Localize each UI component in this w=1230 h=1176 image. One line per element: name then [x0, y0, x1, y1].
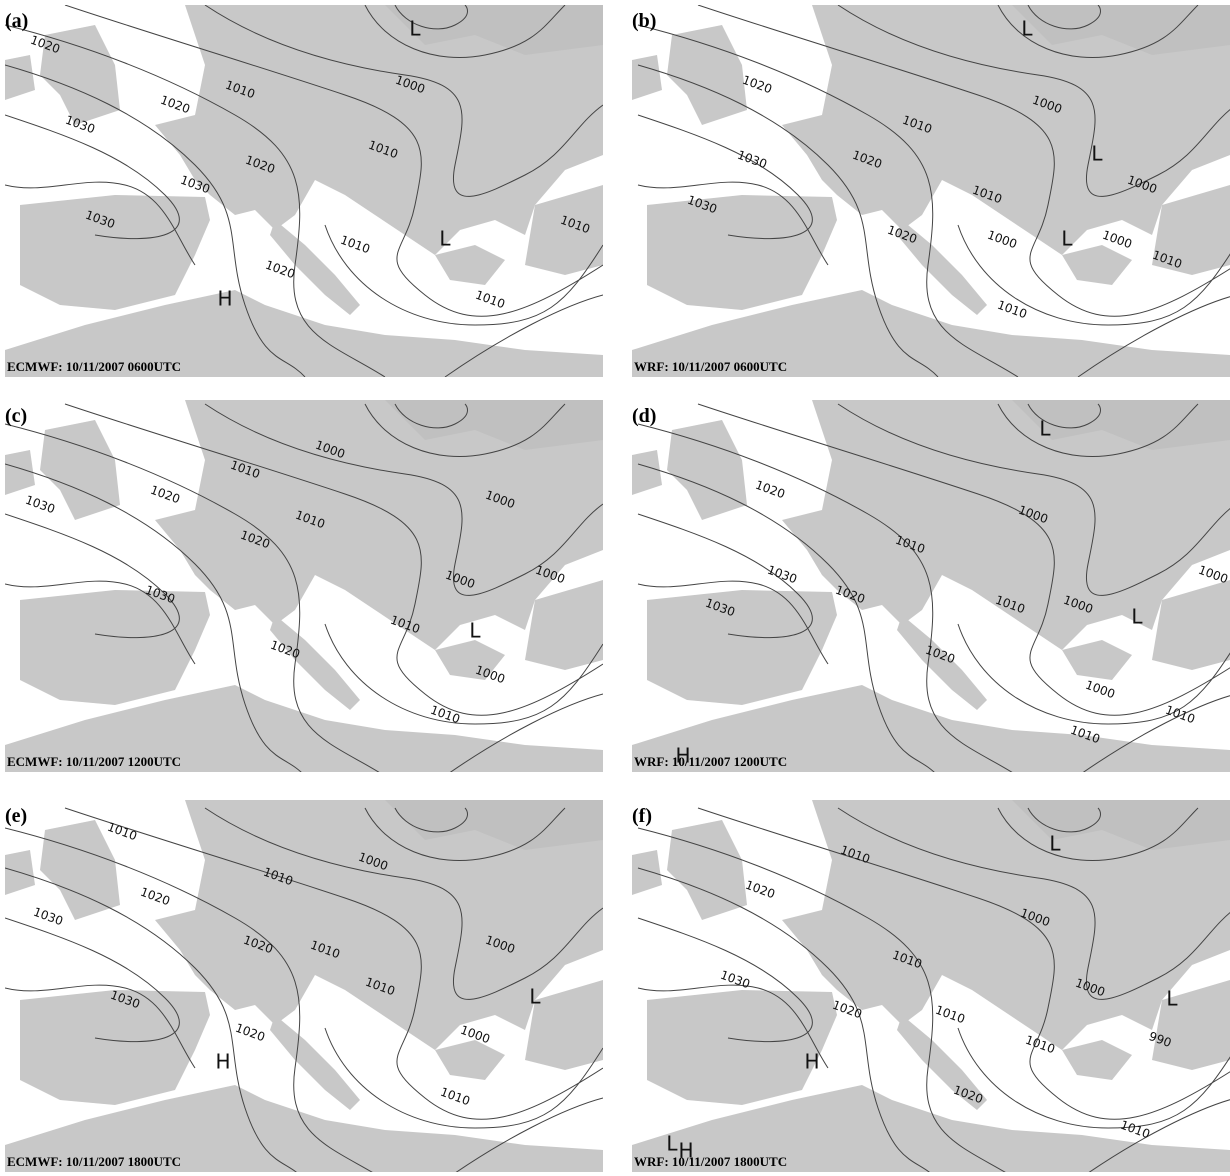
pressure-center: L	[1166, 987, 1178, 1011]
map	[632, 800, 1230, 1176]
map-panel: (a)ECMWF: 10/11/2007 0600UTC102010201030…	[5, 5, 603, 377]
panel-label: (f)	[632, 805, 652, 827]
caption: WRF: 10/11/2007 1200UTC	[634, 754, 787, 769]
panel-label: (e)	[5, 805, 27, 827]
pressure-center: L	[529, 985, 541, 1009]
caption: WRF: 10/11/2007 1800UTC	[634, 1154, 787, 1169]
pressure-center: H	[675, 744, 690, 768]
caption: ECMWF: 10/11/2007 0600UTC	[7, 359, 181, 374]
pressure-center: L	[1091, 142, 1103, 166]
map-panel: (b)WRF: 10/11/2007 0600UTC10201030103010…	[632, 5, 1230, 377]
pressure-center: L	[1061, 227, 1073, 251]
pressure-center: L	[1131, 605, 1143, 629]
map-panel: (c)ECMWF: 10/11/2007 1200UTC101010001020…	[5, 400, 603, 776]
panel-label: (c)	[5, 405, 27, 427]
pressure-center: L	[409, 17, 421, 41]
pressure-center: L	[439, 227, 451, 251]
panel-label: (a)	[5, 10, 28, 32]
map	[632, 400, 1230, 776]
pressure-center: L	[469, 619, 481, 643]
figure: (a)ECMWF: 10/11/2007 0600UTC102010201030…	[0, 0, 1230, 1176]
pressure-center: H	[678, 1139, 693, 1163]
pressure-center: H	[215, 1050, 230, 1074]
map	[5, 400, 603, 776]
pressure-center: L	[1021, 17, 1033, 41]
panel-label: (d)	[632, 405, 656, 427]
pressure-center: L	[1039, 417, 1051, 441]
map	[5, 800, 603, 1176]
map-panel: (e)ECMWF: 10/11/2007 1800UTC101010001010…	[5, 800, 603, 1176]
pressure-center: L	[666, 1132, 678, 1156]
caption: WRF: 10/11/2007 0600UTC	[634, 359, 787, 374]
pressure-center: H	[804, 1050, 819, 1074]
map	[5, 5, 603, 377]
caption: ECMWF: 10/11/2007 1800UTC	[7, 1154, 181, 1169]
map-panel: (f)WRF: 10/11/2007 1800UTC10101020100010…	[632, 800, 1230, 1176]
panel-label: (b)	[632, 10, 656, 32]
pressure-center: H	[217, 287, 232, 311]
map-panel: (d)WRF: 10/11/2007 1200UTC10201030103010…	[632, 400, 1230, 776]
pressure-center: L	[1049, 832, 1061, 856]
caption: ECMWF: 10/11/2007 1200UTC	[7, 754, 181, 769]
